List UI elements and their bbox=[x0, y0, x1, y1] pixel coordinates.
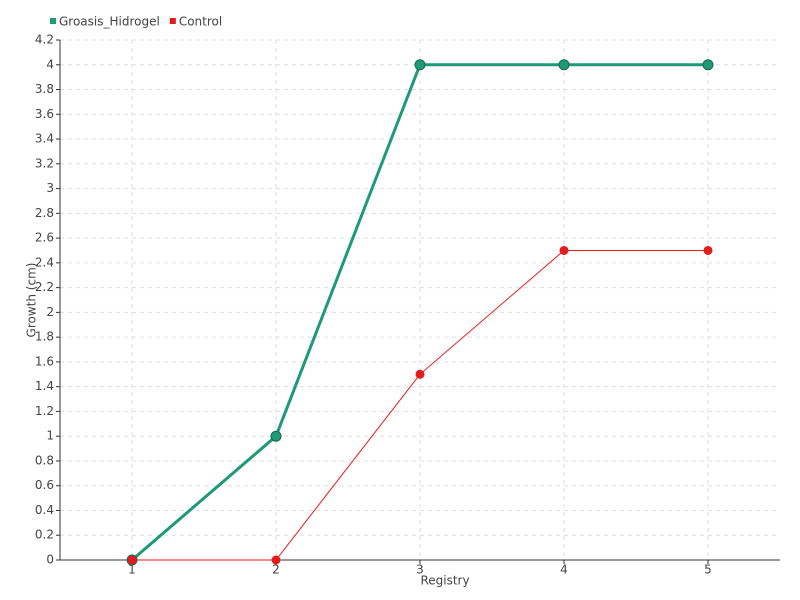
y-tick-label: 2.4 bbox=[35, 255, 54, 269]
x-tick-label: 5 bbox=[704, 563, 712, 577]
y-tick-label: 3.2 bbox=[35, 156, 54, 170]
y-tick-label: 3.8 bbox=[35, 82, 54, 96]
y-tick-label: 2.6 bbox=[35, 231, 54, 245]
legend-label: Groasis_Hidrogel bbox=[59, 15, 160, 29]
point bbox=[558, 59, 570, 71]
point bbox=[559, 245, 569, 255]
y-tick-label: 1.4 bbox=[35, 379, 54, 393]
x-tick-label: 4 bbox=[560, 563, 568, 577]
y-tick-label: 2.8 bbox=[35, 206, 54, 220]
y-tick-label: 1 bbox=[46, 429, 54, 443]
legend-swatch bbox=[50, 18, 56, 24]
point bbox=[127, 555, 137, 565]
x-axis-label: Registry bbox=[420, 574, 469, 588]
point bbox=[703, 245, 713, 255]
point bbox=[702, 59, 714, 71]
y-axis-label: Growth (cm) bbox=[25, 263, 39, 338]
y-tick-label: 0 bbox=[46, 553, 54, 567]
y-tick-label: 4.2 bbox=[35, 33, 54, 47]
x-tick-label: 2 bbox=[272, 563, 280, 577]
y-tick-label: 1.2 bbox=[35, 404, 54, 418]
y-tick-label: 2.2 bbox=[35, 280, 54, 294]
y-tick-label: 1.6 bbox=[35, 354, 54, 368]
y-tick-label: 0.8 bbox=[35, 453, 54, 467]
y-tick-label: 0.6 bbox=[35, 478, 54, 492]
y-tick-label: 4 bbox=[46, 57, 54, 71]
y-tick-label: 0.4 bbox=[35, 503, 54, 517]
y-tick-label: 3 bbox=[46, 181, 54, 195]
point bbox=[270, 430, 282, 442]
y-tick-label: 3.6 bbox=[35, 107, 54, 121]
x-tick-label: 1 bbox=[128, 563, 136, 577]
point bbox=[414, 59, 426, 71]
point bbox=[271, 555, 281, 565]
y-tick-label: 2 bbox=[46, 305, 54, 319]
point bbox=[415, 369, 425, 379]
y-tick-label: 1.8 bbox=[35, 330, 54, 344]
y-tick-label: 3.4 bbox=[35, 132, 54, 146]
legend-swatch bbox=[169, 18, 176, 24]
y-tick-label: 0.2 bbox=[35, 528, 54, 542]
legend-label: Control bbox=[179, 15, 222, 29]
x-tick-label: 3 bbox=[416, 563, 424, 577]
